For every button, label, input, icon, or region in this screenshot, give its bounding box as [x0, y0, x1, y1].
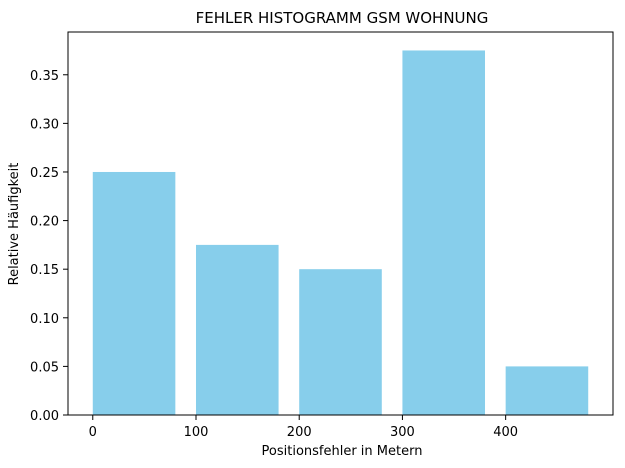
bar-4 — [505, 366, 589, 415]
bar-0 — [92, 171, 176, 415]
bar-2 — [299, 269, 382, 415]
y-tick-label-5: 0.25 — [30, 166, 59, 181]
x-tick-label-1: 100 — [184, 425, 209, 440]
y-tick-label-6: 0.30 — [30, 117, 59, 132]
bars-group — [92, 50, 589, 415]
chart-title: FEHLER HISTOGRAMM GSM WOHNUNG — [196, 9, 489, 27]
bar-1 — [195, 244, 279, 415]
plot-frame — [67, 31, 614, 416]
x-tick-label-4: 400 — [493, 425, 518, 440]
y-tick-label-2: 0.10 — [30, 312, 59, 327]
x-tick-label-0: 0 — [89, 425, 97, 440]
y-tick-label-0: 0.00 — [30, 409, 59, 424]
x-axis-ticks: 0 100 200 300 400 — [89, 415, 518, 440]
x-axis-label: Positionsfehler in Metern — [262, 444, 423, 459]
bar-3 — [402, 50, 486, 415]
y-axis-ticks: 0.00 0.05 0.10 0.15 0.20 0.25 0.30 0.35 — [30, 69, 68, 424]
y-tick-label-1: 0.05 — [30, 360, 59, 375]
y-tick-label-3: 0.15 — [30, 263, 59, 278]
x-tick-label-3: 300 — [390, 425, 415, 440]
y-tick-label-4: 0.20 — [30, 215, 59, 230]
x-tick-label-2: 200 — [287, 425, 312, 440]
y-tick-label-7: 0.35 — [30, 69, 59, 84]
y-axis-label: Relative Häufigkeit — [7, 163, 22, 286]
